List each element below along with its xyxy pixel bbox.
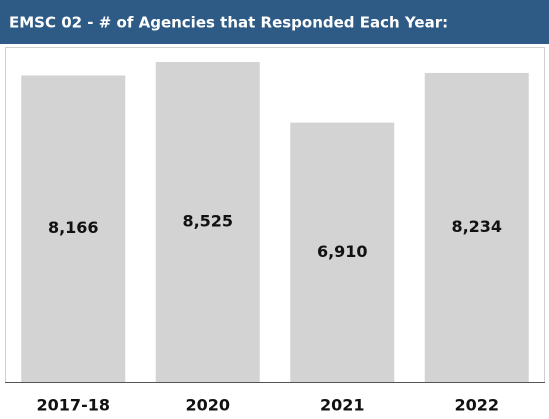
x-tick-label: 2020 [185,396,230,415]
bar [155,62,260,382]
bar [21,75,126,383]
header-bar [0,0,549,44]
x-tick-label: 2021 [320,396,365,415]
chart-title: EMSC 02 - # of Agencies that Responded E… [9,14,448,32]
bar [290,122,395,382]
bar [424,72,529,383]
x-tick-label: 2017-18 [37,396,110,415]
value-label: 8,234 [451,217,502,236]
value-label: 8,166 [48,218,99,237]
value-label: 6,910 [317,242,368,261]
value-label: 8,525 [182,212,233,231]
x-tick-label: 2022 [454,396,499,415]
